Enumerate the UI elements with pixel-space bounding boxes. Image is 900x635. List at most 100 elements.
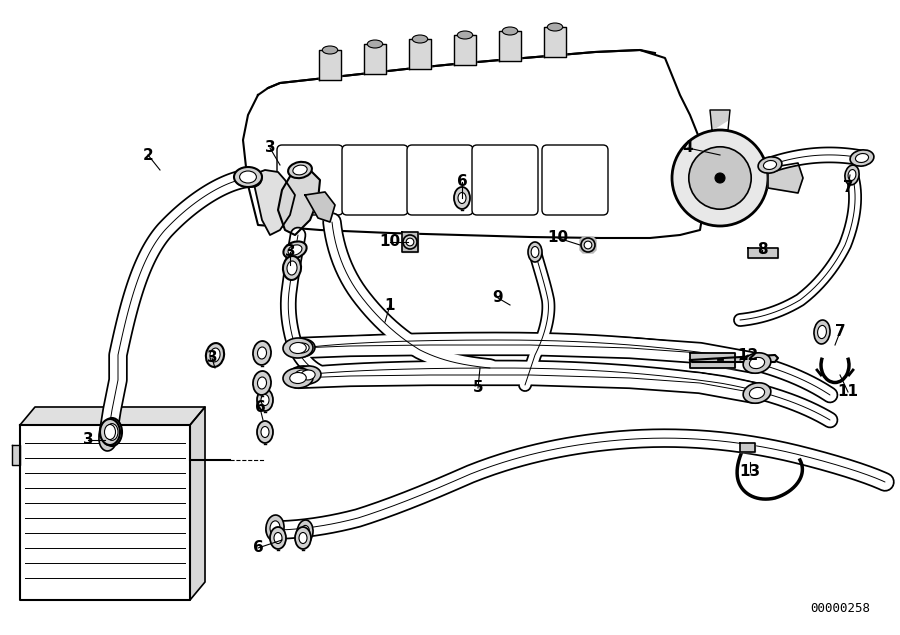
Ellipse shape — [261, 427, 269, 438]
Text: 9: 9 — [492, 290, 503, 305]
Ellipse shape — [458, 192, 466, 203]
Ellipse shape — [289, 339, 315, 357]
Ellipse shape — [103, 431, 113, 445]
Ellipse shape — [295, 366, 321, 384]
Ellipse shape — [235, 169, 261, 187]
Ellipse shape — [257, 347, 266, 359]
Ellipse shape — [290, 373, 306, 384]
Ellipse shape — [584, 241, 592, 249]
Ellipse shape — [531, 246, 539, 258]
Ellipse shape — [284, 241, 307, 258]
Ellipse shape — [581, 238, 595, 252]
Text: 4: 4 — [683, 140, 693, 156]
Polygon shape — [319, 50, 341, 80]
Polygon shape — [243, 50, 705, 238]
Text: 10: 10 — [547, 231, 569, 246]
Ellipse shape — [253, 371, 271, 395]
Polygon shape — [305, 192, 335, 222]
Ellipse shape — [295, 343, 309, 353]
Ellipse shape — [817, 325, 826, 338]
Ellipse shape — [295, 370, 309, 380]
Ellipse shape — [99, 425, 117, 451]
Ellipse shape — [100, 419, 120, 445]
Ellipse shape — [743, 353, 771, 373]
Ellipse shape — [270, 527, 286, 549]
Ellipse shape — [367, 40, 382, 48]
Ellipse shape — [253, 341, 271, 365]
Ellipse shape — [283, 338, 313, 358]
Text: 00000258: 00000258 — [810, 601, 870, 615]
Text: 12: 12 — [737, 347, 759, 363]
Ellipse shape — [241, 173, 256, 183]
Ellipse shape — [206, 343, 224, 367]
Ellipse shape — [322, 46, 338, 54]
Ellipse shape — [743, 383, 771, 403]
Ellipse shape — [403, 235, 417, 249]
Ellipse shape — [261, 394, 269, 406]
Polygon shape — [20, 425, 190, 600]
Ellipse shape — [750, 358, 765, 368]
Ellipse shape — [457, 31, 472, 39]
Ellipse shape — [856, 154, 868, 163]
Ellipse shape — [850, 150, 874, 166]
Polygon shape — [278, 168, 320, 235]
Polygon shape — [190, 407, 205, 600]
Text: 8: 8 — [757, 243, 768, 258]
Ellipse shape — [283, 368, 313, 388]
Ellipse shape — [292, 165, 307, 175]
Ellipse shape — [283, 256, 301, 280]
Ellipse shape — [287, 261, 297, 275]
Text: 7: 7 — [834, 324, 845, 340]
Ellipse shape — [758, 157, 782, 173]
Polygon shape — [580, 237, 596, 253]
Ellipse shape — [528, 242, 542, 262]
FancyBboxPatch shape — [407, 145, 473, 215]
Ellipse shape — [102, 418, 122, 446]
Ellipse shape — [234, 167, 262, 187]
Ellipse shape — [763, 161, 777, 170]
Polygon shape — [740, 443, 755, 452]
Text: 6: 6 — [253, 540, 264, 556]
Polygon shape — [12, 445, 20, 465]
Polygon shape — [252, 170, 295, 235]
Circle shape — [672, 130, 768, 226]
Text: 11: 11 — [838, 385, 859, 399]
Text: 13: 13 — [740, 464, 760, 479]
Polygon shape — [402, 232, 418, 252]
Text: 3: 3 — [207, 351, 217, 366]
Ellipse shape — [301, 525, 310, 538]
FancyBboxPatch shape — [542, 145, 608, 215]
Ellipse shape — [412, 35, 427, 43]
Ellipse shape — [299, 533, 307, 544]
Ellipse shape — [845, 165, 859, 185]
Ellipse shape — [814, 320, 830, 344]
Ellipse shape — [257, 377, 266, 389]
Circle shape — [715, 173, 725, 183]
Ellipse shape — [750, 387, 765, 399]
Text: 5: 5 — [472, 380, 483, 396]
Ellipse shape — [289, 366, 315, 384]
Ellipse shape — [297, 520, 313, 544]
Polygon shape — [364, 44, 386, 74]
Circle shape — [688, 147, 752, 209]
Ellipse shape — [210, 348, 220, 362]
Ellipse shape — [406, 238, 414, 246]
Ellipse shape — [502, 27, 518, 35]
Polygon shape — [748, 248, 778, 258]
Text: 6: 6 — [255, 401, 266, 415]
Polygon shape — [454, 35, 476, 65]
Text: 3: 3 — [265, 140, 275, 156]
Ellipse shape — [104, 425, 115, 439]
Ellipse shape — [106, 424, 118, 441]
Ellipse shape — [301, 370, 315, 380]
Polygon shape — [690, 353, 735, 368]
Text: 7: 7 — [842, 180, 853, 196]
Text: 6: 6 — [456, 175, 467, 189]
Ellipse shape — [848, 170, 856, 180]
Ellipse shape — [295, 527, 311, 549]
Text: 1: 1 — [385, 298, 395, 312]
Ellipse shape — [257, 389, 273, 411]
Ellipse shape — [270, 521, 280, 535]
Polygon shape — [690, 355, 778, 362]
Ellipse shape — [290, 342, 306, 354]
